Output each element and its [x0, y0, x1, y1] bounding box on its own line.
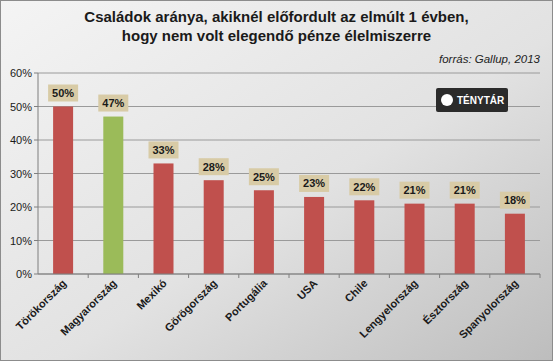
bar — [53, 107, 73, 275]
title-line: hogy nem volt elegendő pénze élelmiszerr… — [122, 27, 431, 44]
y-tick — [34, 240, 38, 241]
x-tick-label: Törökország — [13, 277, 68, 332]
x-tick — [188, 274, 189, 278]
labels: 50% 47% 33% 28% 25% 23% 22% 21% 21% 18% — [48, 85, 530, 209]
bar — [103, 117, 123, 274]
data-label-box — [249, 168, 279, 185]
bar — [304, 197, 324, 274]
x-tick — [289, 274, 290, 278]
bar — [505, 214, 525, 274]
logo-icon — [441, 94, 453, 106]
data-label-box — [299, 175, 329, 192]
y-tick-label: 0% — [16, 268, 32, 280]
data-label: 21% — [454, 184, 476, 196]
data-label: 33% — [152, 144, 174, 156]
y-tick — [34, 207, 38, 208]
data-label: 25% — [253, 171, 275, 183]
x-tick — [339, 274, 340, 278]
chart-wrap: Családok aránya, akiknél előfordult az e… — [0, 0, 553, 361]
chart: Családok aránya, akiknél előfordult az e… — [0, 0, 553, 361]
grid-line — [38, 274, 540, 275]
grid-line — [38, 73, 540, 74]
data-label-box — [349, 178, 379, 195]
x-tick — [540, 274, 541, 278]
y-tick-label: 60% — [10, 67, 32, 79]
title-line: Családok aránya, akiknél előfordult az e… — [84, 8, 468, 25]
y-tick — [34, 106, 38, 107]
x-tick — [439, 274, 440, 278]
y-tick — [34, 274, 38, 275]
y-tick-label: 40% — [10, 134, 32, 146]
bar — [354, 200, 374, 274]
title: Családok aránya, akiknél előfordult az e… — [84, 8, 468, 44]
x-axis — [38, 274, 540, 275]
data-label: 47% — [102, 97, 124, 109]
bar — [204, 180, 224, 274]
bar — [254, 190, 274, 274]
data-label-box — [199, 158, 229, 175]
x-tick — [489, 274, 490, 278]
bar — [405, 204, 425, 274]
data-label-box — [149, 141, 179, 158]
x-tick-label: Magyarország — [58, 277, 119, 338]
y-tick-label: 10% — [10, 235, 32, 247]
bar — [154, 163, 174, 274]
data-label-box — [48, 85, 78, 102]
x-tick-label: Spanyolország — [456, 277, 520, 341]
annotation: TÉNYTÁR — [457, 94, 505, 106]
data-label-box — [450, 182, 480, 199]
y-tick-label: 30% — [10, 168, 32, 180]
x-tick-label: Észtország — [421, 277, 471, 327]
x-tick — [88, 274, 89, 278]
x-tick — [138, 274, 139, 278]
x-tick-label: USA — [295, 277, 320, 302]
x-tick-label: Chile — [342, 277, 370, 305]
subtitle: forrás: Gallup, 2013 — [439, 53, 541, 65]
data-label: 50% — [52, 87, 74, 99]
data-label: 28% — [203, 161, 225, 173]
data-label-box — [400, 182, 430, 199]
data-label-box — [98, 95, 128, 112]
y-tick-label: 20% — [10, 201, 32, 213]
x-tick-label: Portugália — [223, 276, 270, 323]
x-tick-label: Lengyelország — [357, 277, 420, 340]
x-tick — [389, 274, 390, 278]
bar — [455, 204, 475, 274]
logo-box — [436, 88, 508, 112]
y-tick — [34, 173, 38, 174]
y-tick — [34, 73, 38, 74]
data-label-box — [500, 192, 530, 209]
data-label: 22% — [353, 181, 375, 193]
background — [1, 1, 553, 361]
x-tick — [238, 274, 239, 278]
y-axis — [38, 73, 39, 274]
data-label: 21% — [403, 184, 425, 196]
y-tick-label: 50% — [10, 101, 32, 113]
y-tick — [34, 140, 38, 141]
x-tick-label: Mexikó — [134, 277, 169, 312]
x-tick-label: Görögország — [162, 277, 219, 334]
logo: TÉNYTÁR — [436, 88, 508, 112]
data-label: 23% — [303, 177, 325, 189]
data-label: 18% — [504, 194, 526, 206]
bars — [53, 107, 525, 275]
